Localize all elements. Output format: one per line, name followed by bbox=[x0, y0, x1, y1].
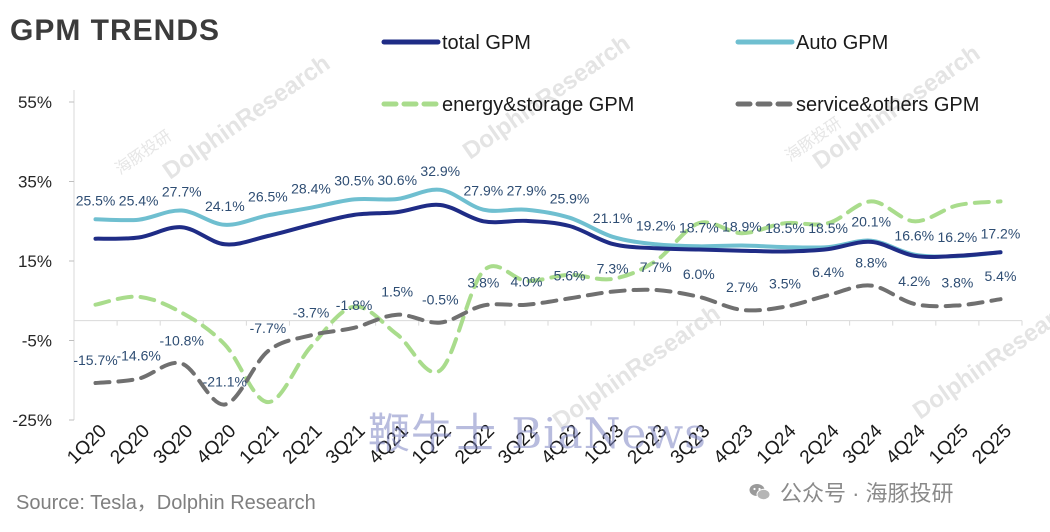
service-gpm-data-label: 7.3% bbox=[597, 261, 629, 277]
x-tick-label: 1Q25 bbox=[925, 421, 973, 469]
total-gpm-line bbox=[93, 202, 1003, 260]
y-tick-label: -25% bbox=[12, 411, 52, 430]
service-gpm-data-label: 6.4% bbox=[812, 264, 844, 280]
auto-gpm-data-label: 27.9% bbox=[464, 183, 504, 199]
service-gpm-data-label: -10.8% bbox=[160, 333, 204, 349]
auto-gpm-data-label: 30.5% bbox=[334, 172, 374, 188]
y-tick-label: 35% bbox=[18, 173, 52, 192]
service-gpm-data-label: 3.8% bbox=[467, 275, 499, 291]
service-gpm-data-label: -0.5% bbox=[422, 292, 459, 308]
service-gpm-data-label: -7.7% bbox=[250, 320, 287, 336]
auto-gpm-data-label: 27.7% bbox=[162, 184, 202, 200]
auto-gpm-data-label: 24.1% bbox=[205, 198, 245, 214]
auto-gpm-data-label: 18.5% bbox=[765, 220, 805, 236]
auto-gpm-data-label: 21.1% bbox=[593, 210, 633, 226]
service-gpm-data-label: 5.6% bbox=[554, 267, 586, 283]
service-gpm-data-label: -15.7% bbox=[73, 352, 117, 368]
x-tick-label: 3Q21 bbox=[322, 421, 370, 469]
auto-gpm-data-label: 25.4% bbox=[119, 193, 159, 209]
x-tick-label: 1Q21 bbox=[236, 421, 284, 469]
service-gpm-data-label: 1.5% bbox=[381, 284, 413, 300]
auto-gpm-data-label: 20.1% bbox=[851, 214, 891, 230]
x-tick-label: 2Q25 bbox=[968, 421, 1016, 469]
dolphin-watermark-text: DolphinResearch bbox=[908, 290, 1050, 425]
legend-service-others-gpm-label: service&others GPM bbox=[796, 94, 979, 116]
auto-gpm-data-label: 26.5% bbox=[248, 188, 288, 204]
auto-gpm-data-label: 18.5% bbox=[808, 220, 848, 236]
auto-gpm-data-label: 25.9% bbox=[550, 191, 590, 207]
page-title: GPM TRENDS bbox=[10, 14, 221, 47]
auto-gpm-data-label: 32.9% bbox=[420, 163, 460, 179]
auto-gpm-data-label: 30.6% bbox=[377, 172, 417, 188]
service-gpm-data-label: -14.6% bbox=[116, 348, 160, 364]
y-tick-label: -5% bbox=[22, 332, 52, 351]
x-tick-label: 1Q20 bbox=[63, 421, 111, 469]
auto-gpm-data-label: 18.9% bbox=[722, 218, 762, 234]
auto-gpm-data-label: 28.4% bbox=[291, 181, 331, 197]
service-gpm-data-label: 7.7% bbox=[640, 259, 672, 275]
dolphin-watermark-text: DolphinResearch bbox=[158, 50, 335, 185]
auto-gpm-data-label: 16.2% bbox=[938, 229, 978, 245]
auto-gpm-data-label: 16.6% bbox=[894, 228, 934, 244]
x-tick-label: 2Q20 bbox=[106, 421, 154, 469]
service-gpm-data-label: 4.0% bbox=[510, 274, 542, 290]
legend-energy-storage-gpm-label: energy&storage GPM bbox=[442, 94, 634, 116]
service-gpm-data-label: 2.7% bbox=[726, 279, 758, 295]
auto-gpm-data-label: 19.2% bbox=[636, 217, 676, 233]
auto-gpm-data-label: 27.9% bbox=[507, 183, 547, 199]
bianews-watermark: 鞭牛士 BiaNews bbox=[368, 409, 707, 458]
wechat-icon bbox=[749, 484, 771, 501]
auto-gpm-data-label: 25.5% bbox=[76, 192, 116, 208]
service-others-gpm-line bbox=[93, 283, 1003, 407]
service-gpm-data-label: 3.8% bbox=[941, 275, 973, 291]
x-tick-label: 3Q20 bbox=[150, 421, 198, 469]
service-gpm-data-label: 5.4% bbox=[984, 268, 1016, 284]
auto-gpm-data-label: 18.7% bbox=[679, 219, 719, 235]
x-tick-label: 2Q24 bbox=[796, 420, 844, 468]
wechat-account-text: 公众号 · 海豚投研 bbox=[780, 481, 954, 506]
energy-storage-gpm-line bbox=[93, 199, 1003, 405]
legend-total-gpm-label: total GPM bbox=[442, 32, 531, 54]
service-gpm-data-label: 8.8% bbox=[855, 255, 887, 271]
source-note: Source: Tesla，Dolphin Research bbox=[16, 492, 316, 514]
x-tick-label: 2Q21 bbox=[279, 421, 327, 469]
x-tick-label: 4Q24 bbox=[882, 420, 930, 468]
y-tick-label: 55% bbox=[18, 93, 52, 112]
service-gpm-data-label: 3.5% bbox=[769, 276, 801, 292]
service-gpm-data-label: -1.8% bbox=[336, 297, 373, 313]
legend-auto-gpm-label: Auto GPM bbox=[796, 32, 888, 54]
service-gpm-data-label: 4.2% bbox=[898, 273, 930, 289]
x-tick-label: 1Q24 bbox=[753, 420, 801, 468]
x-tick-label: 3Q24 bbox=[839, 420, 887, 468]
service-gpm-data-label: -3.7% bbox=[293, 304, 330, 320]
service-gpm-data-label: 6.0% bbox=[683, 266, 715, 282]
wechat-watermark: 公众号 · 海豚投研 bbox=[748, 476, 954, 508]
x-tick-label: 4Q20 bbox=[193, 421, 241, 469]
service-gpm-data-label: -21.1% bbox=[203, 373, 247, 389]
y-tick-label: 15% bbox=[18, 252, 52, 271]
auto-gpm-data-label: 17.2% bbox=[981, 225, 1021, 241]
x-tick-label: 4Q23 bbox=[710, 421, 758, 469]
